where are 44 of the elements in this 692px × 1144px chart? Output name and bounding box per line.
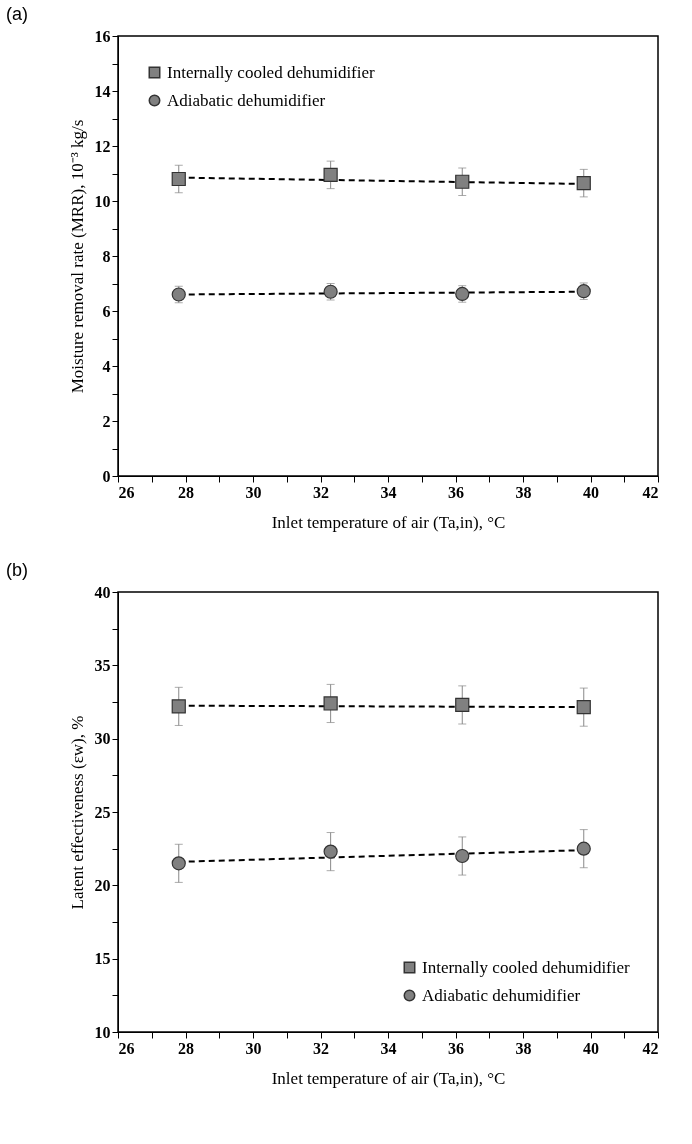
y-tick-label: 4	[102, 357, 111, 375]
x-tick-label: 34	[380, 483, 397, 501]
x-tick-label: 26	[118, 483, 135, 501]
x-tick-label: 34	[380, 1039, 397, 1057]
chart-title: (b)	[6, 560, 28, 580]
y-tick-label: 12	[94, 137, 111, 155]
x-tick-label: 40	[583, 483, 599, 501]
y-tick-label: 8	[102, 247, 111, 265]
y-tick-label: 16	[94, 27, 111, 45]
x-tick-label: 40	[583, 1039, 599, 1057]
y-tick-label: 14	[94, 82, 111, 100]
y-tick-label: 35	[94, 656, 111, 674]
y-tick-label: 6	[102, 302, 111, 320]
x-tick-label: 26	[118, 1039, 135, 1057]
legend-label: Adiabatic dehumidifier	[422, 985, 581, 1005]
x-tick-label: 36	[448, 1039, 464, 1057]
x-axis-title: Inlet temperature of air (Ta,in), °C	[271, 1068, 506, 1088]
x-tick-label: 32	[313, 483, 329, 501]
x-tick-label: 38	[515, 1039, 532, 1057]
x-tick-label: 42	[642, 1039, 659, 1057]
x-tick-label: 30	[245, 483, 262, 501]
x-axis-title: Inlet temperature of air (Ta,in), °C	[271, 512, 506, 532]
legend-label: Adiabatic dehumidifier	[167, 90, 326, 110]
y-tick-label: 25	[94, 803, 111, 821]
x-tick-label: 30	[245, 1039, 262, 1057]
x-tick-label: 32	[313, 1039, 329, 1057]
x-tick-label: 28	[178, 1039, 194, 1057]
y-tick-label: 15	[94, 950, 111, 968]
chart-title: (a)	[6, 4, 28, 24]
y-tick-label: 30	[94, 730, 111, 748]
x-tick-label: 42	[642, 483, 659, 501]
x-tick-label: 38	[515, 483, 532, 501]
y-tick-label: 10	[94, 192, 111, 210]
x-tick-label: 36	[448, 483, 464, 501]
y-tick-label: 0	[102, 467, 111, 485]
legend-label: Internally cooled dehumidifier	[167, 62, 376, 82]
y-tick-label: 10	[94, 1023, 111, 1041]
y-tick-label: 20	[94, 876, 111, 894]
legend-label: Internally cooled dehumidifier	[422, 957, 631, 977]
y-tick-label: 40	[94, 583, 111, 601]
y-axis-title: Latent effectiveness (εw), %	[67, 715, 87, 910]
x-tick-label: 28	[178, 483, 194, 501]
y-axis-title: Moisture removal rate (MRR), 10⁻³ kg/s	[67, 119, 87, 394]
y-tick-label: 2	[102, 412, 111, 430]
